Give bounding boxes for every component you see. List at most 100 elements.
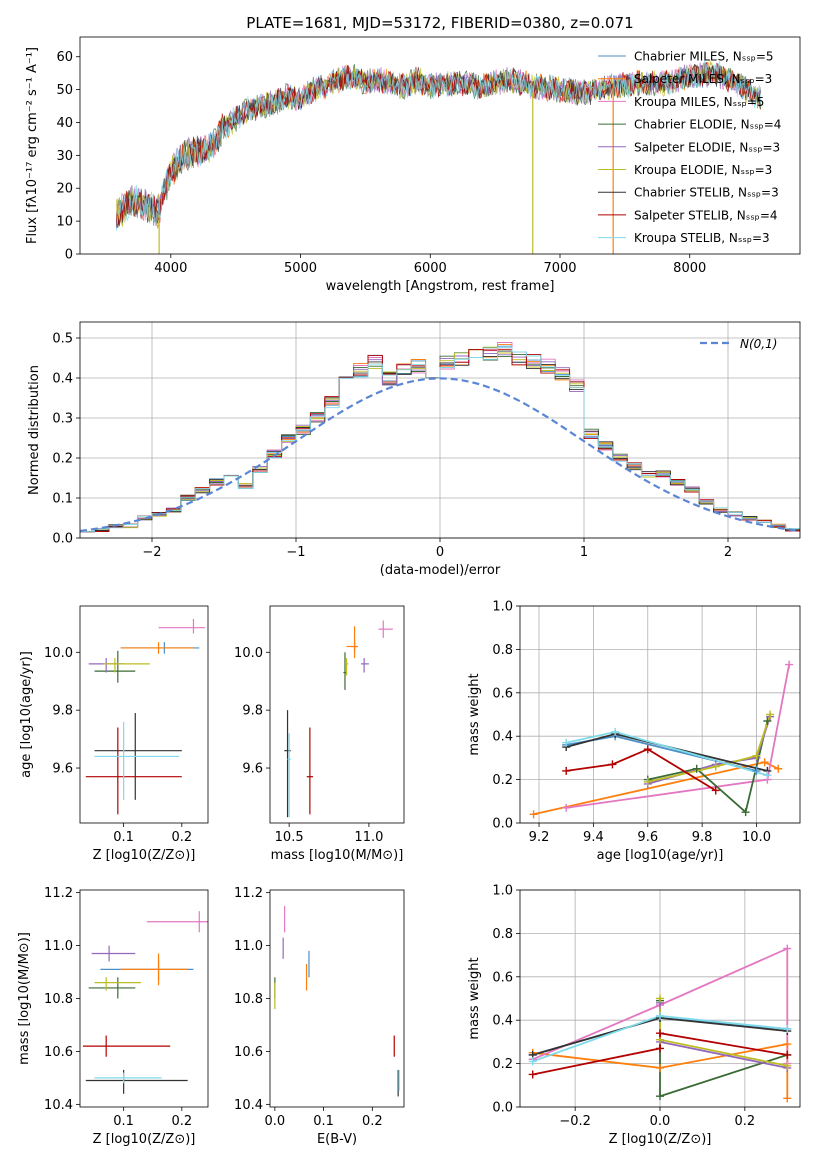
x-axis-label: E(B-V) — [317, 1132, 357, 1147]
weight-marker — [656, 1063, 664, 1072]
residuals-axes: −2 −1 0 1 2 0.0 0.1 0.2 0.3 0.4 0.5 (data-model)/er… — [27, 322, 800, 578]
weight-marker — [656, 1011, 664, 1020]
mass-age-axes: 10.5 11.0 9.6 9.8 10.0 mass [log10(M/M⊙)] — [234, 646, 403, 863]
mass-age-plot-area — [284, 620, 393, 818]
y-tick-label: 40 — [56, 116, 73, 131]
y-tick-label: 9.6 — [242, 762, 263, 777]
x-tick-label: 0.1 — [113, 830, 134, 845]
y-tick-label: 0.0 — [492, 817, 513, 832]
y-tick-label: 0.0 — [492, 1101, 513, 1116]
weight-marker — [643, 745, 652, 754]
x-axis-label: age [log10(age/yr)] — [597, 848, 724, 863]
y-tick-label: 10.8 — [44, 992, 73, 1007]
y-tick-label: 20 — [56, 182, 73, 197]
x-tick-label: 0 — [436, 545, 444, 560]
weight-series-line — [532, 947, 789, 1064]
ebv-mass-frame — [269, 889, 405, 1108]
weight-series-line — [659, 1002, 788, 1069]
y-tick-label: 10.4 — [234, 1098, 263, 1113]
x-axis-label: Z [log10(Z/Z⊙)] — [609, 1132, 712, 1147]
z-mass-frame — [79, 889, 209, 1108]
y-tick-label: 9.8 — [52, 704, 73, 719]
y-tick-label: 1.0 — [492, 884, 513, 899]
weight-marker — [608, 760, 617, 769]
y-tick-label: 60 — [56, 50, 73, 65]
z-mass-axes: 0.1 0.2 10.4 10.6 10.8 11.0 11.2 Z [log10(Z/Z⊙)… — [17, 886, 195, 1147]
weight-marker — [752, 751, 761, 760]
z-age-plot-area — [85, 619, 206, 815]
y-tick-label: 0.5 — [52, 332, 73, 347]
y-tick-label: 0.8 — [492, 927, 513, 942]
y-tick-label: 11.2 — [44, 886, 73, 901]
weight-series-line — [647, 714, 771, 783]
y-tick-label: 0.6 — [492, 686, 513, 701]
weight-marker — [528, 1057, 537, 1066]
y-tick-label: 0.4 — [52, 372, 73, 387]
y-axis-label: age [log10(age/yr)] — [19, 651, 34, 778]
y-tick-label: 10.6 — [44, 1045, 73, 1060]
spectrum-frame — [79, 36, 801, 255]
age-weight-frame — [519, 605, 801, 824]
legend-label: Salpeter MILES, Nₛₛₚ=3 — [634, 72, 772, 86]
y-tick-label: 11.0 — [234, 939, 263, 954]
weight-marker — [711, 762, 720, 771]
weight-marker — [611, 727, 620, 736]
legend-label: Kroupa MILES, Nₛₛₚ=5 — [634, 95, 764, 109]
x-tick-label: 0.2 — [735, 1114, 756, 1129]
weight-marker — [528, 1070, 537, 1079]
z-age-axes: 0.1 0.2 9.6 9.8 10.0 Z [log10(Z/Z⊙)] age [log1… — [19, 646, 195, 863]
weight-marker — [562, 766, 571, 775]
weight-marker — [783, 1094, 792, 1103]
y-tick-label: 10.0 — [234, 646, 263, 661]
y-axis-label: Flux [fλ10⁻¹⁷ erg cm⁻² s⁻¹ A⁻¹] — [25, 47, 40, 244]
spectrum-axes: 4000 5000 6000 7000 8000 0 10 20 30 40 50 60 wavelen… — [25, 47, 706, 294]
x-tick-label: −1 — [286, 545, 305, 560]
weight-marker — [763, 717, 772, 726]
ebv-mass-axes: 0.0 0.1 0.2 10.4 10.6 10.8 11.0 11.2 E(B-V) — [234, 886, 383, 1147]
x-tick-label: 8000 — [673, 261, 706, 276]
y-tick-label: 0.1 — [52, 492, 73, 507]
weight-marker — [656, 994, 664, 1003]
x-tick-label: 0.1 — [313, 1114, 334, 1129]
x-tick-label: 9.4 — [583, 830, 604, 845]
y-tick-label: 9.8 — [242, 704, 263, 719]
y-tick-label: 11.0 — [44, 939, 73, 954]
legend-label: Chabrier MILES, Nₛₛₚ=5 — [634, 50, 774, 64]
x-tick-label: 0.2 — [362, 1114, 383, 1129]
weight-marker — [760, 758, 769, 767]
x-tick-label: 9.6 — [637, 830, 658, 845]
y-tick-label: 0.2 — [492, 773, 513, 788]
weight-marker — [656, 1092, 664, 1101]
weight-marker — [656, 1044, 664, 1053]
spectrum-series-line — [115, 60, 762, 231]
x-tick-label: 0.2 — [171, 830, 192, 845]
legend-label: Salpeter ELODIE, Nₛₛₚ=3 — [634, 140, 780, 154]
legend-label: Kroupa ELODIE, Nₛₛₚ=3 — [634, 163, 772, 177]
y-axis-label: Normed distribution — [27, 365, 42, 495]
y-tick-label: 10.4 — [44, 1098, 73, 1113]
x-tick-label: 0.1 — [113, 1114, 134, 1129]
y-tick-label: 11.2 — [234, 886, 263, 901]
x-tick-label: 9.8 — [692, 830, 713, 845]
y-tick-label: 0.8 — [492, 643, 513, 658]
legend-label: N(0,1) — [740, 337, 777, 351]
weight-marker — [783, 1024, 792, 1033]
y-tick-label: 50 — [56, 83, 73, 98]
y-tick-label: 0.2 — [492, 1057, 513, 1072]
x-tick-label: 10.0 — [742, 830, 771, 845]
x-axis-label: (data-model)/error — [380, 563, 501, 578]
x-tick-label: 1 — [580, 545, 588, 560]
spectrum-legend: Chabrier MILES, Nₛₛₚ=5 Salpeter MILES, Nₛ… — [598, 50, 781, 245]
weight-marker — [741, 808, 750, 817]
x-axis-label: mass [log10(M/M⊙)] — [271, 848, 404, 863]
y-tick-label: 10 — [56, 215, 73, 230]
ebv-mass-plot-area — [274, 905, 400, 1097]
mass-age-frame — [269, 605, 405, 824]
residual-legend: N(0,1) — [700, 337, 777, 351]
legend-label: Kroupa STELIB, Nₛₛₚ=3 — [634, 231, 770, 245]
weight-marker — [774, 764, 783, 773]
legend-label: Salpeter STELIB, Nₛₛₚ=4 — [634, 208, 778, 222]
z-weight-axes: −0.2 0.0 0.2 0.0 0.2 0.4 0.6 0.8 1.0 Z [log10(Z/Z… — [467, 884, 800, 1147]
legend-label: Chabrier STELIB, Nₛₛₚ=3 — [634, 186, 779, 200]
